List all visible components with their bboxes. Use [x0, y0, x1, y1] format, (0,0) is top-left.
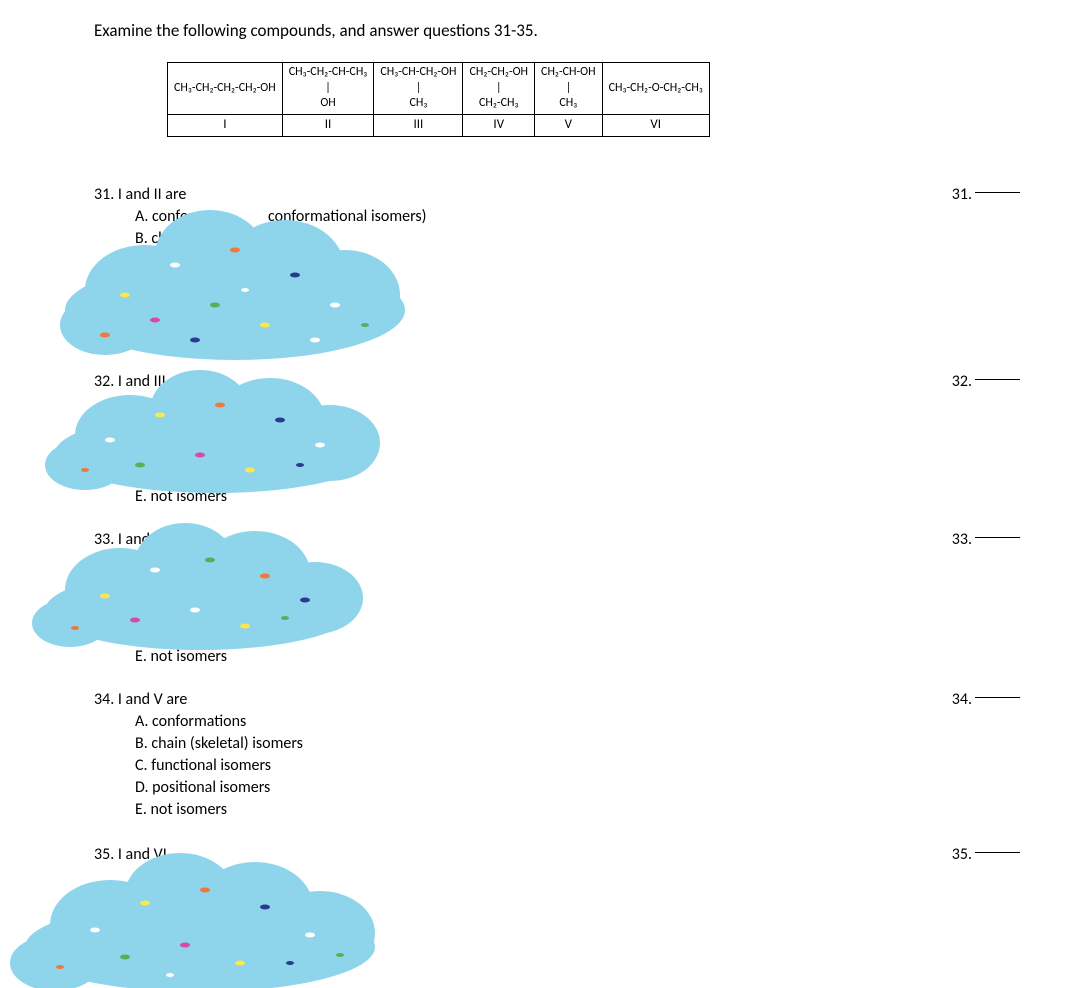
cell-label: II	[282, 114, 374, 136]
worksheet-page: Examine the following compounds, and ans…	[0, 0, 1080, 988]
q34-optC: C. functional isomers	[135, 756, 271, 775]
table-row-formulas: CH₃-CH₂-CH₂-CH₂-OH CH₃-CH₂-CH-CH₃|OH CH₃…	[168, 63, 710, 115]
cell-iii-formula: CH₃-CH-CH₂-OH|CH₃	[374, 63, 463, 115]
blank-label: 33.	[952, 530, 972, 549]
cell-label: VI	[602, 114, 709, 136]
compounds-table: CH₃-CH₂-CH₂-CH₂-OH CH₃-CH₂-CH-CH₃|OH CH₃…	[167, 62, 710, 137]
cell-iv-formula: CH₂-CH₂-OH|CH₂-CH₃	[463, 63, 535, 115]
q34-optD: D. positional isomers	[135, 778, 270, 797]
cell-ii-formula: CH₃-CH₂-CH-CH₃|OH	[282, 63, 374, 115]
q31-blank: 31.	[952, 185, 1020, 204]
q34-stem: 34. I and V are	[94, 690, 187, 709]
q34-blank: 34.	[952, 690, 1020, 709]
cell-i-formula: CH₃-CH₂-CH₂-CH₂-OH	[168, 63, 283, 115]
cell-text: CH₃-CH₂-CH₂-CH₂-OH	[174, 81, 276, 95]
instruction-text: Examine the following compounds, and ans…	[94, 20, 538, 41]
cell-text: CH₃-CH-CH₂-OH	[380, 65, 456, 79]
blank-label: 34.	[952, 690, 972, 709]
q35-blank: 35.	[952, 845, 1020, 864]
cloud-sticker	[35, 195, 435, 365]
cell-text: CH₂-CH₂-OH	[469, 65, 528, 79]
cell-vi-formula: CH₃-CH₂-O-CH₂-CH₃	[602, 63, 709, 115]
table-row-labels: I II III IV V VI	[168, 114, 710, 136]
q33-blank: 33.	[952, 530, 1020, 549]
cell-label: IV	[463, 114, 535, 136]
cell-text: CH₂-CH-OH	[541, 65, 596, 79]
blank-label: 32.	[952, 372, 972, 391]
cell-label: V	[535, 114, 603, 136]
cloud-sticker	[20, 518, 380, 653]
q34-optA: A. conformations	[135, 712, 246, 731]
cell-v-formula: CH₂-CH-OH|CH₃	[535, 63, 603, 115]
cloud-sticker	[0, 845, 400, 988]
q34-optE: E. not isomers	[135, 800, 227, 819]
cell-label: III	[374, 114, 463, 136]
q34-optB: B. chain (skeletal) isomers	[135, 734, 303, 753]
cell-text: CH₃-CH₂-O-CH₂-CH₃	[609, 81, 703, 95]
cell-label: I	[168, 114, 283, 136]
blank-label: 31.	[952, 185, 972, 204]
cloud-sticker	[30, 365, 400, 495]
q32-blank: 32.	[952, 372, 1020, 391]
blank-label: 35.	[952, 845, 972, 864]
cell-text: CH₃-CH₂-CH-CH₃	[289, 65, 368, 79]
